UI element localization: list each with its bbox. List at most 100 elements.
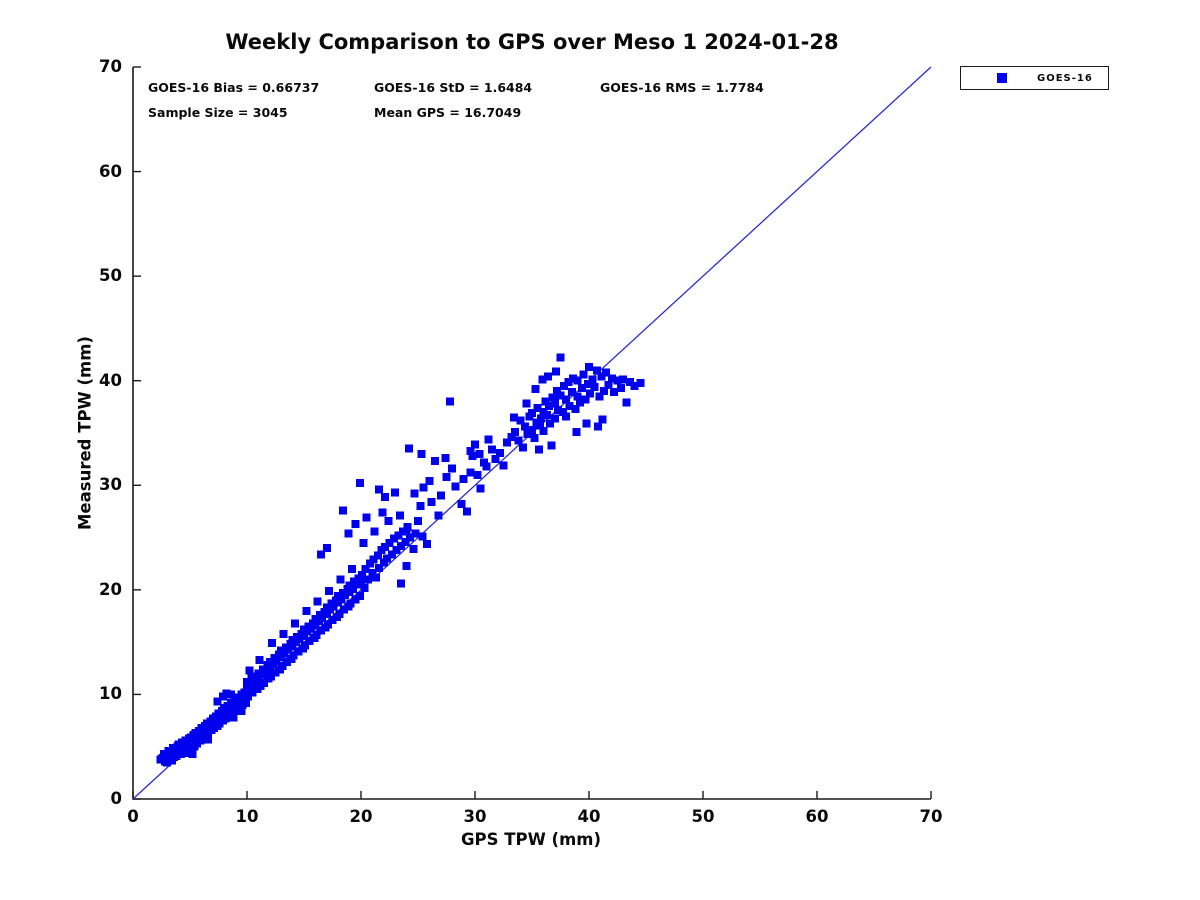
scatter-point — [351, 595, 360, 604]
scatter-point — [537, 414, 546, 423]
scatter-point — [573, 392, 582, 401]
scatter-point — [337, 595, 346, 604]
scatter-point — [598, 415, 607, 424]
scatter-point — [180, 748, 189, 757]
scatter-point — [619, 375, 628, 384]
scatter-point — [385, 538, 394, 547]
scatter-point — [260, 678, 269, 687]
scatter-point — [572, 427, 581, 436]
scatter-point — [585, 363, 593, 372]
scatter-point — [488, 445, 497, 454]
scatter-point — [289, 651, 298, 660]
scatter-point — [268, 639, 277, 648]
scatter-point — [390, 534, 399, 543]
scatter-point — [554, 405, 563, 414]
scatter-point — [204, 735, 213, 744]
scatter-point — [322, 544, 331, 553]
scatter-point — [599, 387, 608, 396]
scatter-point — [379, 558, 388, 567]
scatter-point — [222, 689, 231, 698]
scatter-point — [451, 482, 460, 491]
x-tick-label: 60 — [805, 807, 829, 826]
scatter-point — [597, 372, 606, 381]
legend: GOES-16 — [960, 66, 1109, 90]
scatter-point — [575, 398, 584, 407]
scatter-point — [546, 419, 555, 428]
scatter-point — [530, 434, 539, 443]
x-tick-label: 40 — [577, 807, 601, 826]
scatter-point — [459, 475, 468, 484]
scatter-point — [542, 411, 551, 420]
scatter-point — [395, 511, 404, 520]
scatter-point — [417, 449, 426, 458]
scatter-point — [378, 508, 387, 517]
scatter-point — [317, 550, 326, 559]
scatter-point — [240, 688, 249, 697]
scatter-point — [482, 462, 491, 471]
scatter-point — [375, 485, 384, 494]
scatter-point — [569, 374, 578, 383]
scatter-point — [562, 395, 571, 404]
scatter-point — [391, 488, 400, 497]
scatter-point — [352, 580, 361, 589]
scatter-point — [509, 413, 518, 422]
scatter-point — [556, 391, 565, 400]
scatter-point — [335, 609, 344, 618]
scatter-point — [419, 483, 428, 492]
scatter-point — [445, 397, 454, 406]
scatter-point — [480, 458, 489, 467]
scatter-point — [425, 477, 434, 486]
scatter-point — [581, 395, 590, 404]
x-tick-label: 10 — [235, 807, 259, 826]
scatter-point — [361, 564, 370, 573]
scatter-point — [571, 404, 580, 413]
scatter-point — [322, 609, 331, 618]
scatter-point — [271, 668, 280, 677]
scatter-point — [427, 498, 436, 507]
scatter-point — [578, 384, 587, 393]
scatter-point — [516, 416, 525, 425]
scatter-point — [558, 408, 567, 417]
scatter-point — [237, 707, 246, 716]
y-tick-label: 30 — [99, 475, 122, 495]
scatter-point — [402, 527, 411, 536]
scatter-point — [595, 392, 604, 401]
stat-sample-size: Sample Size = 3045 — [148, 105, 288, 120]
scatter-point — [616, 384, 625, 393]
scatter-point — [403, 523, 412, 532]
scatter-point — [294, 647, 303, 656]
scatter-point — [622, 398, 631, 407]
scatter-point — [371, 573, 380, 582]
scatter-point — [394, 531, 403, 540]
scatter-point — [534, 445, 543, 454]
scatter-point — [396, 541, 405, 550]
scatter-point — [284, 645, 293, 654]
x-tick-label: 30 — [463, 807, 487, 826]
scatter-point — [567, 388, 576, 397]
scatter-point — [514, 436, 523, 445]
scatter-point — [410, 489, 419, 498]
scatter-point — [562, 412, 571, 421]
scatter-point — [360, 583, 369, 592]
y-tick-label: 50 — [99, 266, 122, 286]
scatter-point — [476, 484, 485, 493]
scatter-point — [496, 448, 505, 457]
y-tick-label: 0 — [110, 789, 122, 808]
scatter-point — [604, 380, 613, 389]
scatter-point — [457, 500, 466, 509]
scatter-point — [369, 555, 378, 564]
scatter-point — [290, 619, 299, 628]
scatter-point — [306, 624, 315, 633]
scatter-point — [547, 441, 556, 450]
scatter-point — [463, 507, 472, 516]
scatter-point — [249, 678, 258, 687]
scatter-point — [355, 592, 364, 601]
scatter-point — [248, 688, 257, 697]
scatter-point — [186, 745, 194, 754]
scatter-point — [366, 559, 375, 568]
scatter-point — [434, 511, 443, 520]
scatter-point — [466, 446, 475, 455]
scatter-point — [380, 492, 389, 501]
scatter-point — [374, 551, 383, 560]
scatter-point — [613, 376, 622, 385]
